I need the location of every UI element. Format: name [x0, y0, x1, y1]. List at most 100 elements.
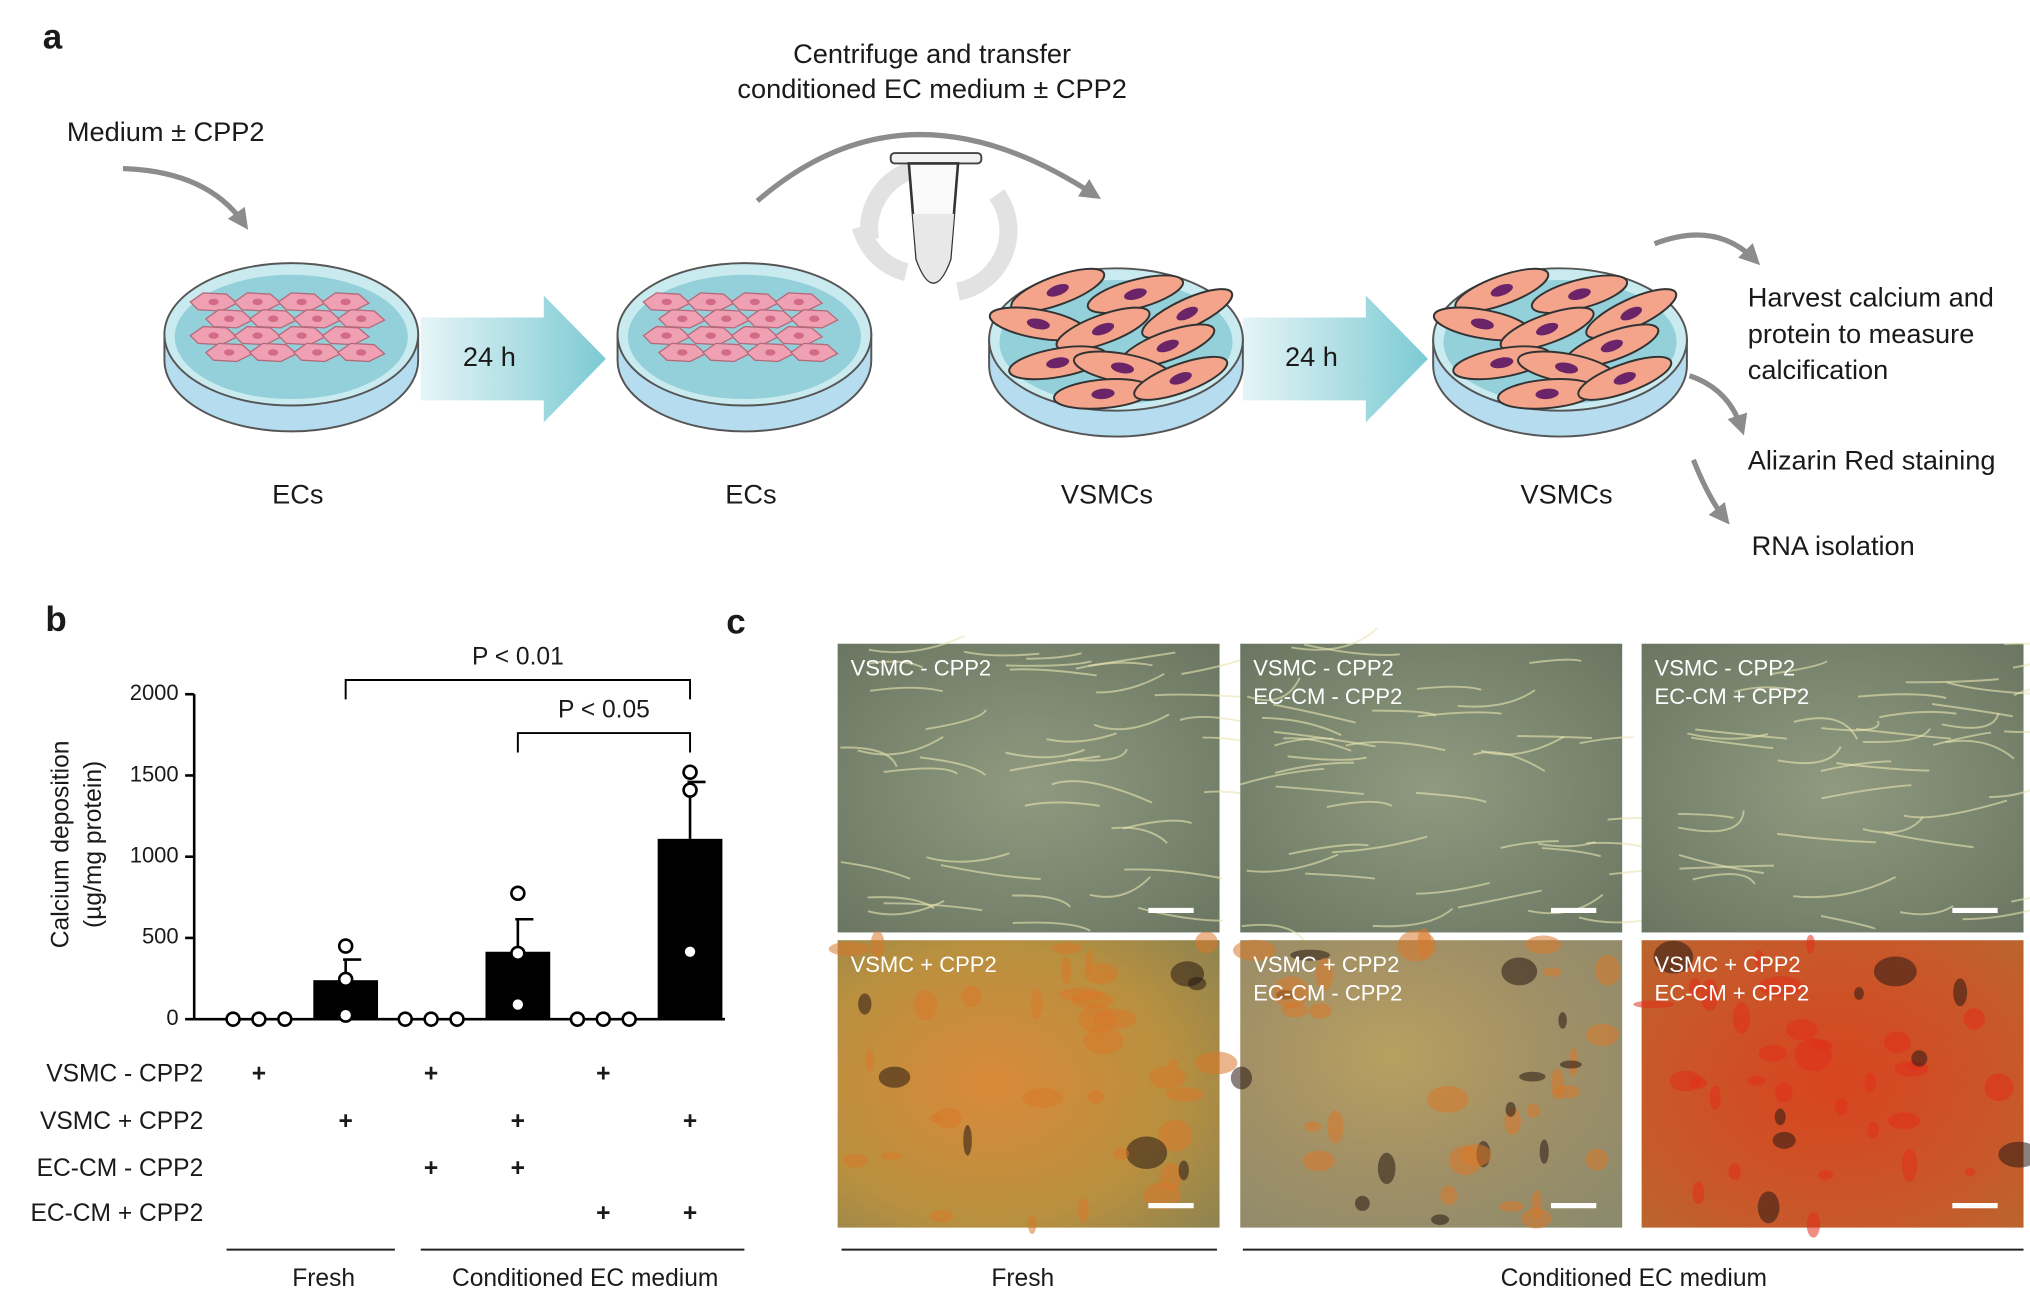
cell-texture [869, 686, 943, 693]
vsmc-nucleus [1026, 318, 1050, 330]
data-point [337, 938, 354, 954]
ec-nucleus [267, 349, 279, 356]
cell-texture [1862, 816, 1925, 834]
mineral-texture [1232, 939, 1277, 961]
ec-nucleus [252, 332, 263, 339]
cell-texture [1903, 799, 2008, 819]
ec-nucleus [296, 298, 307, 306]
mineral-texture [1077, 1198, 1089, 1223]
y-axis-label: (µg/mg protein) [80, 761, 107, 928]
cell-texture [1792, 876, 1896, 899]
mineral-texture [1143, 1181, 1181, 1210]
cell-texture [963, 650, 1040, 657]
group-label: Conditioned EC medium [1501, 1265, 1767, 1292]
arrow [1690, 458, 1730, 525]
cell-texture [1962, 909, 2030, 921]
mineral-texture [913, 989, 938, 1021]
data-point [510, 885, 526, 902]
image-label: VSMC - CPP2 [1253, 655, 1394, 680]
mineral-texture [1775, 1082, 1793, 1103]
cell-texture [1820, 760, 1892, 772]
cell-texture [883, 902, 983, 912]
dish-label: VSMCs [1520, 478, 1612, 509]
mineral-texture [1187, 977, 1207, 991]
cell-texture [1331, 835, 1428, 854]
cell-texture [1695, 728, 1788, 740]
readout: calcification [1748, 354, 1888, 385]
step-label: 24 h [463, 341, 516, 372]
significance-label: P < 0.05 [558, 697, 650, 724]
condition-mark: + [511, 1155, 525, 1182]
mineral-texture [1505, 1102, 1516, 1117]
mineral-texture [1873, 956, 1917, 987]
group-label: Fresh [991, 1265, 1054, 1292]
ec-nucleus [340, 298, 351, 306]
cell-texture [1821, 720, 1880, 732]
cell-texture [1246, 853, 1339, 873]
condition-label: EC-CM + CPP2 [30, 1200, 203, 1227]
ec-nucleus [721, 315, 732, 323]
mineral-texture [1178, 1160, 1189, 1181]
y-tick-label: 2000 [130, 680, 179, 705]
mineral-texture [1527, 1103, 1540, 1118]
ec-nucleus [356, 349, 367, 356]
cell-texture [1024, 801, 1100, 807]
cell-texture [1771, 660, 1828, 675]
ec-nucleus [749, 298, 760, 306]
vsmc-nucleus [1535, 388, 1559, 400]
cell-texture [1051, 780, 1153, 804]
cell-texture [1821, 784, 1912, 800]
mineral-texture [1728, 1163, 1742, 1181]
mineral-texture [961, 986, 982, 1008]
mineral-texture [1087, 1089, 1105, 1104]
image-label: EC-CM + CPP2 [1655, 684, 1810, 709]
mineral-texture [1272, 976, 1309, 1009]
cell-texture [1820, 915, 1876, 930]
ec-nucleus [208, 332, 219, 339]
micrograph [837, 643, 1220, 933]
mineral-texture [1539, 1139, 1549, 1164]
mineral-texture [1501, 957, 1538, 986]
cell-texture [1026, 652, 1082, 660]
vsmc-nucleus [1046, 357, 1070, 369]
dish-label: ECs [725, 478, 776, 509]
cell-texture [940, 864, 1041, 881]
vsmc-nucleus [1156, 339, 1179, 353]
vsmc-nucleus [1110, 362, 1134, 374]
mineral-texture [1595, 954, 1621, 986]
micrographs: VSMC - CPP2 VSMC - CPP2 EC-CM - CPP2 VSMC -… [828, 627, 2030, 1292]
cell-texture [883, 767, 958, 775]
mineral-texture [1427, 1085, 1469, 1113]
image-label: EC-CM + CPP2 [1655, 980, 1810, 1005]
ec-nucleus [677, 349, 688, 356]
cell-texture [1678, 810, 1745, 833]
centrifuge-icon [955, 189, 1018, 301]
mineral-texture [1327, 1110, 1344, 1144]
cell-texture [1863, 727, 1931, 744]
ec-nucleus [793, 332, 804, 339]
vsmc-nucleus [1555, 362, 1579, 374]
y-axis-label: Calcium deposition [48, 741, 75, 949]
ec-nucleus [809, 315, 820, 323]
cell-texture [1945, 739, 2015, 760]
y-tick-label: 1000 [130, 843, 179, 868]
vsmc-nucleus [1620, 306, 1643, 321]
mineral-texture [1542, 967, 1562, 977]
mineral-texture [1084, 963, 1119, 984]
significance-bracket [344, 679, 692, 700]
mineral-texture [1692, 1181, 1705, 1205]
cell-texture [1305, 872, 1375, 880]
mineral-texture [1809, 1039, 1833, 1051]
arrow [122, 132, 1761, 525]
mineral-texture [1083, 1027, 1124, 1055]
cell-texture [1275, 785, 1365, 796]
condition-label: VSMC - CPP2 [46, 1060, 203, 1087]
cell-texture [1345, 741, 1446, 752]
mineral-texture [1022, 1087, 1063, 1108]
vsmc-nucleus [1176, 306, 1198, 321]
cell-texture [1857, 693, 1947, 699]
cell-texture [1899, 905, 1954, 916]
cell-texture [2012, 663, 2030, 669]
mineral-texture [1772, 1131, 1796, 1149]
